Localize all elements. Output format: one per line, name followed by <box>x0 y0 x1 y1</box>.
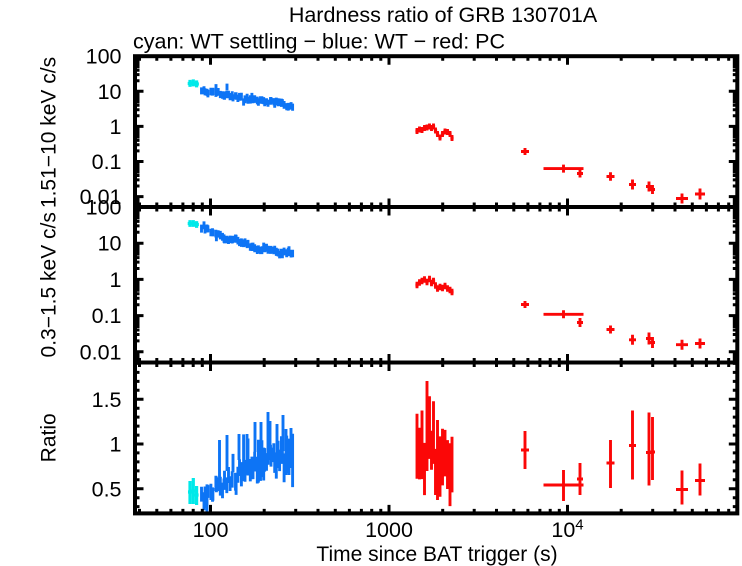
svg-text:100: 100 <box>193 518 229 542</box>
svg-text:0.5: 0.5 <box>92 477 122 501</box>
svg-text:0.3−1.5 keV c/s: 0.3−1.5 keV c/s <box>38 212 61 357</box>
svg-text:10: 10 <box>98 80 122 104</box>
svg-text:0.01: 0.01 <box>80 185 122 209</box>
svg-text:0.1: 0.1 <box>92 304 122 328</box>
svg-text:Ratio: Ratio <box>38 413 61 462</box>
svg-text:Hardness ratio of GRB 130701A: Hardness ratio of GRB 130701A <box>289 3 598 27</box>
svg-text:Time since BAT trigger (s): Time since BAT trigger (s) <box>316 543 557 566</box>
svg-text:1: 1 <box>110 433 122 457</box>
svg-text:1: 1 <box>110 268 122 292</box>
svg-text:cyan: WT settling − blue: WT −: cyan: WT settling − blue: WT − red: PC <box>133 30 505 54</box>
svg-text:10: 10 <box>98 232 122 256</box>
svg-text:0.1: 0.1 <box>92 150 122 174</box>
svg-text:1: 1 <box>110 115 122 139</box>
svg-text:1.51−10 keV c/s: 1.51−10 keV c/s <box>38 57 61 208</box>
svg-text:100: 100 <box>86 45 122 69</box>
svg-text:1000: 1000 <box>365 518 413 542</box>
svg-text:0.01: 0.01 <box>80 340 122 364</box>
svg-text:100: 100 <box>86 196 122 220</box>
svg-text:1.5: 1.5 <box>92 388 122 412</box>
